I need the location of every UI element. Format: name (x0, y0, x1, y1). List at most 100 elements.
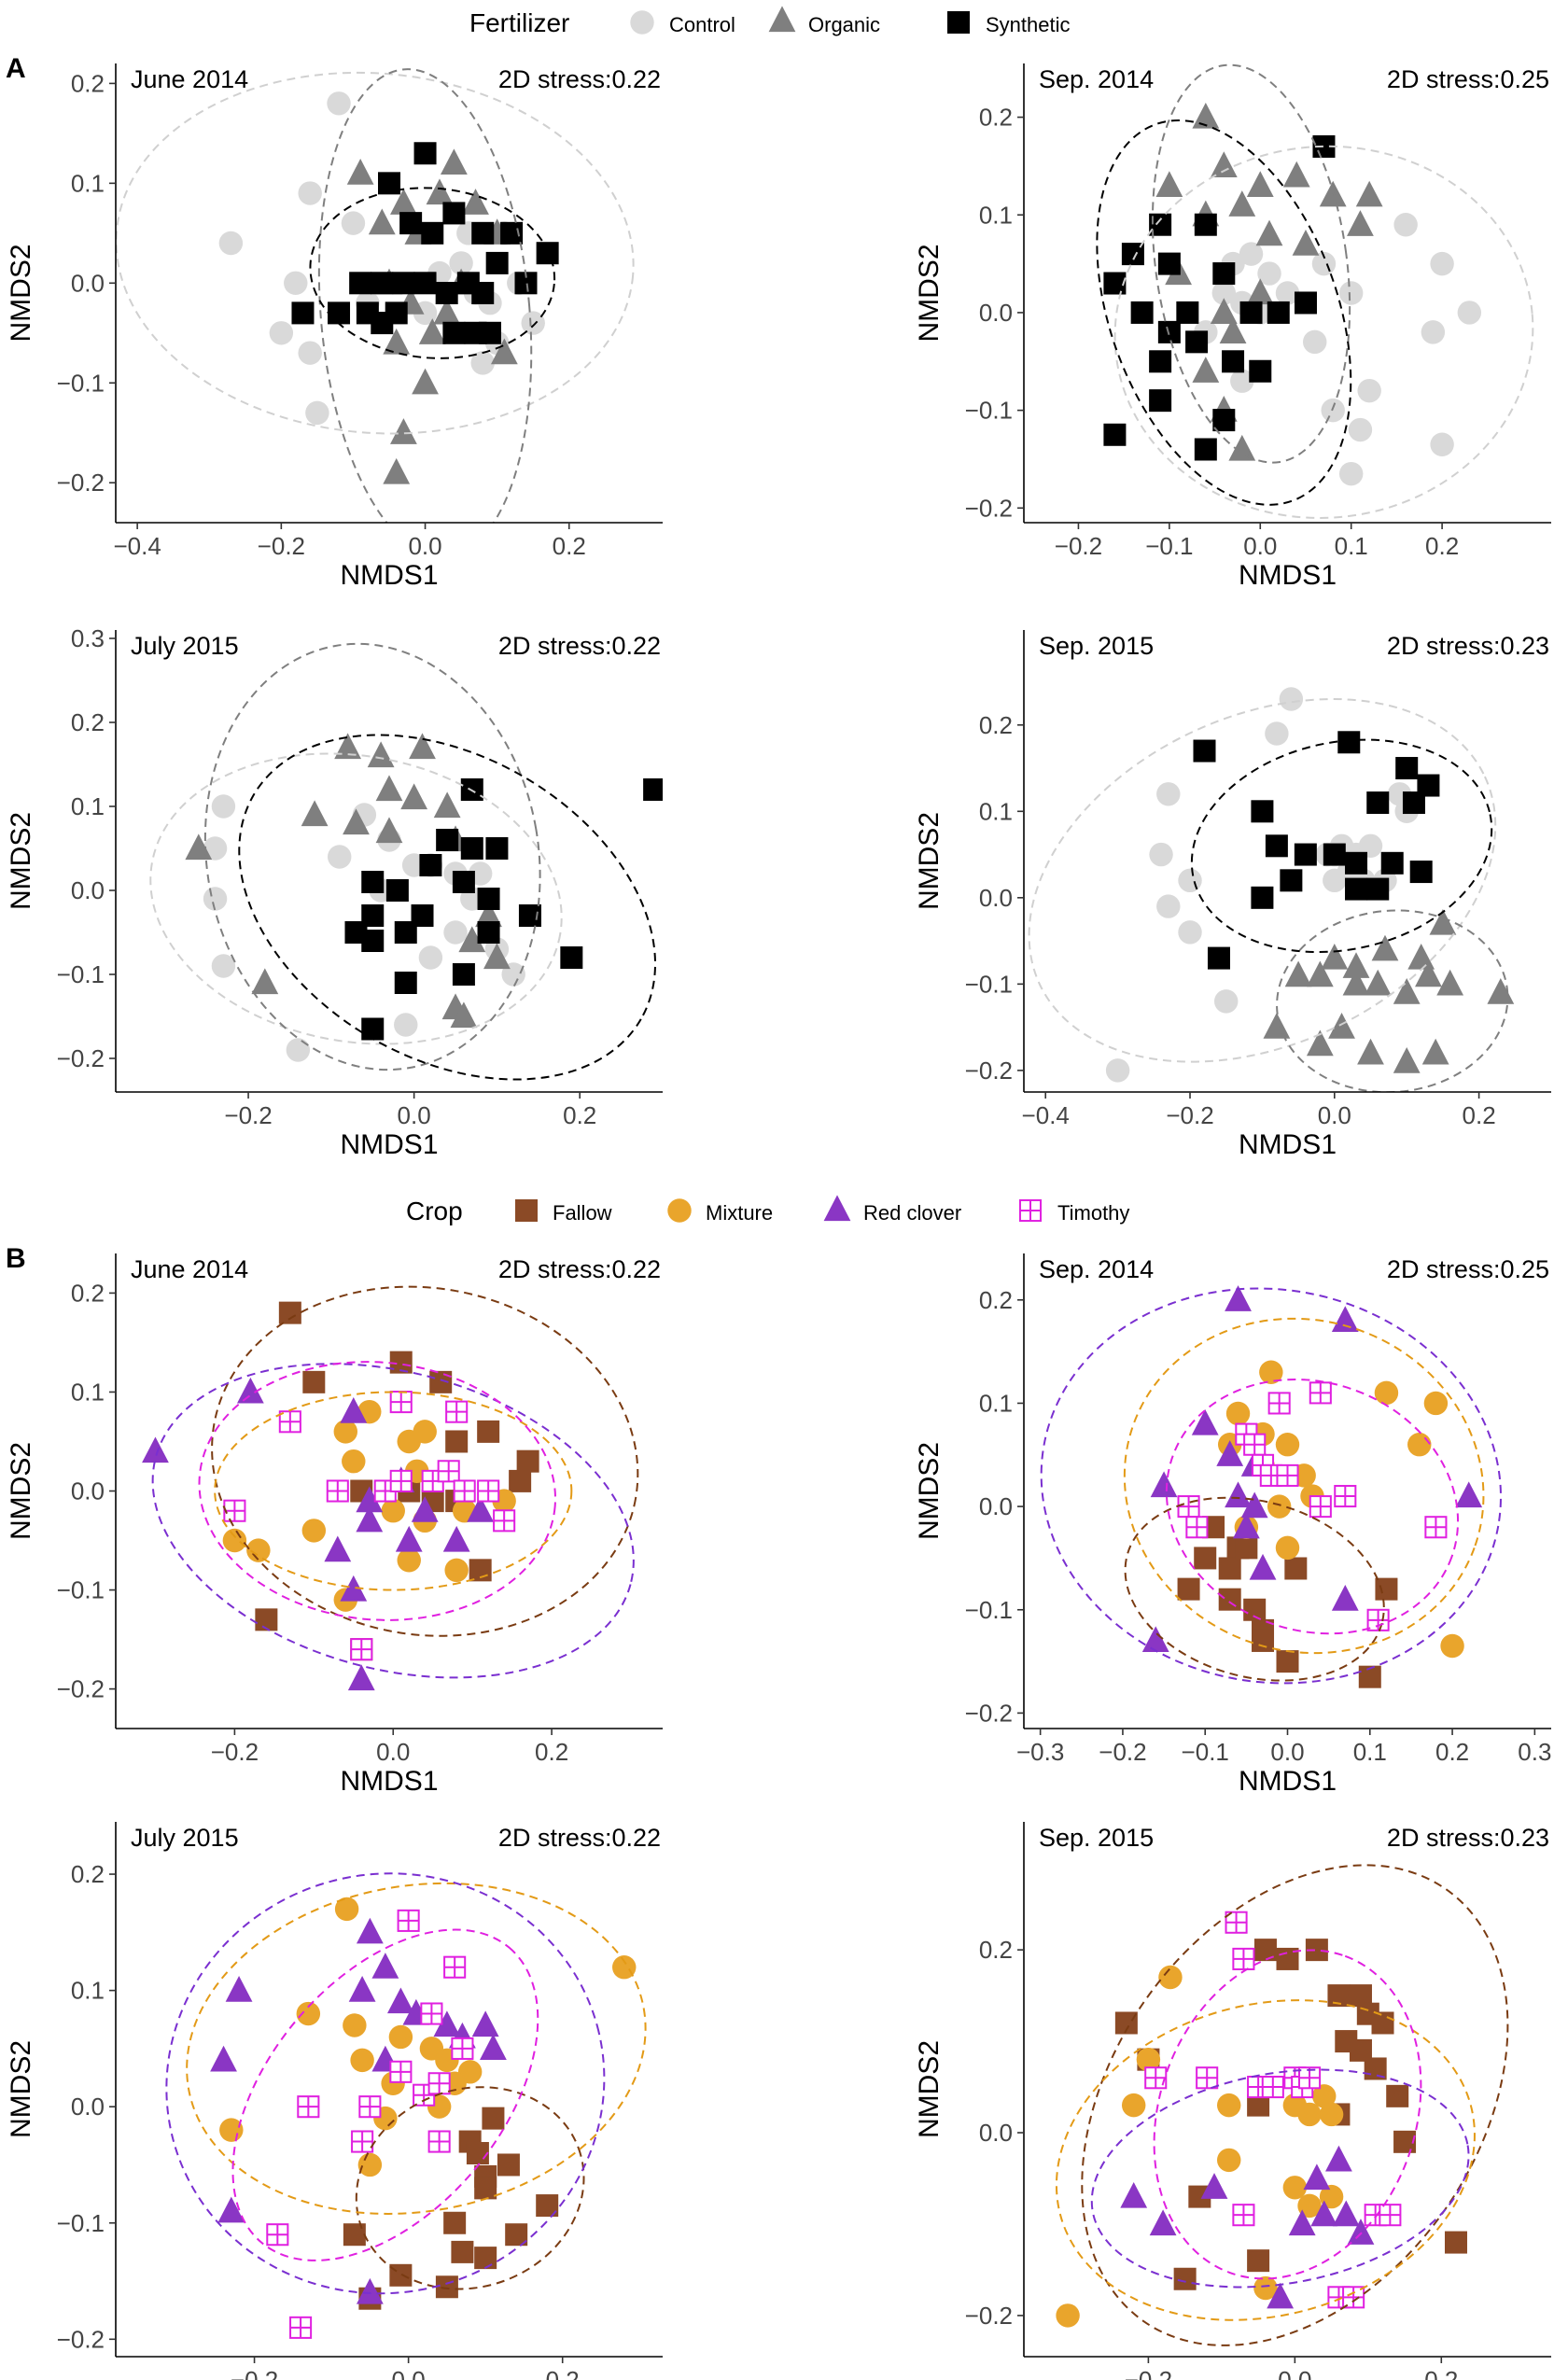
stress-label: 2D stress:0.22 (498, 65, 661, 93)
point-fallow (451, 2240, 474, 2263)
series-red-clover (210, 1917, 507, 2304)
panel-title: Sep. 2014 (1039, 1255, 1154, 1283)
panel-title: Sep. 2014 (1039, 65, 1154, 93)
panel-title: Sep. 2015 (1039, 632, 1154, 660)
legend-label-red-clover: Red clover (863, 1201, 961, 1225)
point-mixture (350, 2048, 374, 2073)
point-organic (1284, 960, 1312, 987)
legend-key-timothy (1018, 1198, 1043, 1223)
y-tick-label: 0.2 (71, 1279, 105, 1307)
point-red-clover (217, 2196, 245, 2223)
point-organic (1228, 434, 1256, 461)
point-synthetic (1176, 301, 1199, 324)
point-synthetic (371, 312, 394, 335)
point-control (1338, 461, 1364, 486)
series-timothy (1144, 1911, 1402, 2309)
stress-label: 2D stress:0.25 (1387, 65, 1549, 93)
point-red-clover (442, 1525, 470, 1552)
point-fallow (255, 1608, 278, 1631)
point-timothy (427, 2072, 451, 2095)
point-organic (1155, 171, 1183, 197)
point-control (470, 351, 495, 375)
point-red-clover (1225, 1285, 1252, 1311)
point-mixture (1136, 2047, 1161, 2072)
point-organic (1246, 171, 1274, 197)
panel-title: July 2015 (131, 632, 239, 660)
point-red-clover (356, 1505, 384, 1533)
point-fallow (477, 1420, 500, 1443)
point-organic (1210, 298, 1238, 325)
stress-label: 2D stress:0.23 (1387, 1824, 1549, 1852)
point-control (1156, 782, 1181, 806)
ellipse-red-clover (151, 1363, 635, 1679)
point-mixture (301, 1519, 327, 1543)
legend-marker-control (630, 10, 654, 35)
point-synthetic (1194, 213, 1217, 236)
legend-label-fallow: Fallow (553, 1201, 612, 1225)
y-tick-label: 0.0 (71, 1477, 105, 1505)
point-control (1430, 251, 1454, 276)
point-synthetic (1212, 262, 1236, 286)
x-axis-title: NMDS1 (1239, 560, 1337, 591)
section-b-label: B (6, 1243, 26, 1274)
y-tick-label: 0.1 (979, 797, 1013, 825)
y-tick-label: 0.2 (979, 711, 1013, 739)
y-axis-title: NMDS2 (6, 812, 36, 910)
y-axis-title: NMDS2 (914, 244, 945, 342)
point-control (1430, 432, 1454, 456)
point-red-clover (1332, 2200, 1360, 2227)
point-control (394, 1013, 418, 1037)
point-organic (1228, 190, 1256, 217)
point-organic (375, 775, 403, 802)
y-tick-label: 0.2 (979, 1936, 1013, 1964)
plot-area (1040, 1285, 1502, 1688)
point-synthetic (500, 221, 524, 245)
y-tick-label: −0.1 (57, 2209, 105, 2237)
point-mixture (1282, 2176, 1308, 2200)
point-synthetic (385, 879, 409, 902)
point-control (1393, 213, 1418, 237)
point-timothy (278, 1410, 301, 1434)
x-tick-label: −0.2 (1125, 2366, 1172, 2380)
point-synthetic (485, 837, 509, 860)
y-axis-title: NMDS2 (6, 2040, 36, 2138)
point-red-clover (142, 1436, 169, 1463)
ellipse-organic (1151, 63, 1351, 464)
x-tick-label: −0.2 (1099, 1738, 1146, 1766)
point-organic (1415, 960, 1442, 987)
x-tick-label: −0.4 (1022, 1101, 1070, 1129)
point-timothy (443, 1955, 467, 1979)
point-fallow (435, 2275, 458, 2299)
point-fallow (1284, 1557, 1308, 1580)
point-synthetic (1366, 791, 1390, 815)
point-timothy (397, 1909, 420, 1932)
y-tick-label: −0.1 (57, 960, 105, 988)
ellipse-control (149, 752, 563, 1045)
point-synthetic (1149, 389, 1172, 413)
point-organic (301, 800, 329, 827)
point-control (1357, 378, 1381, 403)
x-tick-label: 0.0 (1278, 2366, 1311, 2380)
x-tick-label: 0.2 (546, 2366, 580, 2380)
point-control (1265, 721, 1289, 746)
point-synthetic (1366, 877, 1390, 901)
stress-label: 2D stress:0.22 (498, 632, 661, 660)
point-control (1257, 261, 1281, 286)
series-synthetic (1193, 731, 1440, 970)
point-red-clover (1267, 2282, 1295, 2309)
x-tick-label: −0.2 (1166, 1101, 1213, 1129)
point-red-clover (1191, 1408, 1219, 1435)
point-red-clover (1200, 2173, 1228, 2199)
y-tick-label: 0.2 (71, 708, 105, 736)
series-timothy (223, 1391, 516, 1661)
point-red-clover (1232, 1512, 1260, 1539)
panel-a-sep-2014: −0.2 −0.1 0.0 0.1 0.2 −0.2 −0.1 0.0 0.1 0.2 NMDS1 N… (914, 63, 1551, 591)
ellipse-synthetic (1190, 738, 1493, 954)
x-tick-label: 0.1 (1353, 1738, 1387, 1766)
point-control (521, 311, 545, 335)
point-timothy (1334, 1484, 1357, 1508)
point-organic (1342, 952, 1370, 978)
point-mixture (246, 1538, 271, 1562)
legend-key-control (630, 10, 654, 35)
series-organic (185, 733, 511, 1029)
